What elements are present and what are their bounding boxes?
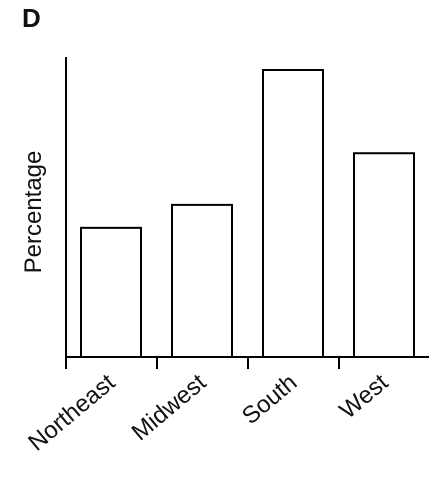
x-ticks-group	[65, 357, 340, 369]
x-tick-label-south: South	[237, 369, 302, 430]
x-tick-label-west: West	[334, 369, 393, 425]
bars-group	[80, 69, 415, 358]
y-axis-label: Percentage	[20, 151, 47, 274]
bar-south	[262, 69, 324, 358]
x-tick-labels-group: Northeast Midwest South West	[23, 369, 393, 457]
x-tick-label-midwest: Midwest	[127, 369, 212, 446]
bar-northeast	[80, 226, 142, 358]
bar-midwest	[171, 203, 233, 358]
panel-label: D	[22, 3, 41, 33]
x-tick-label-northeast: Northeast	[23, 369, 120, 457]
bar-west	[353, 152, 415, 358]
